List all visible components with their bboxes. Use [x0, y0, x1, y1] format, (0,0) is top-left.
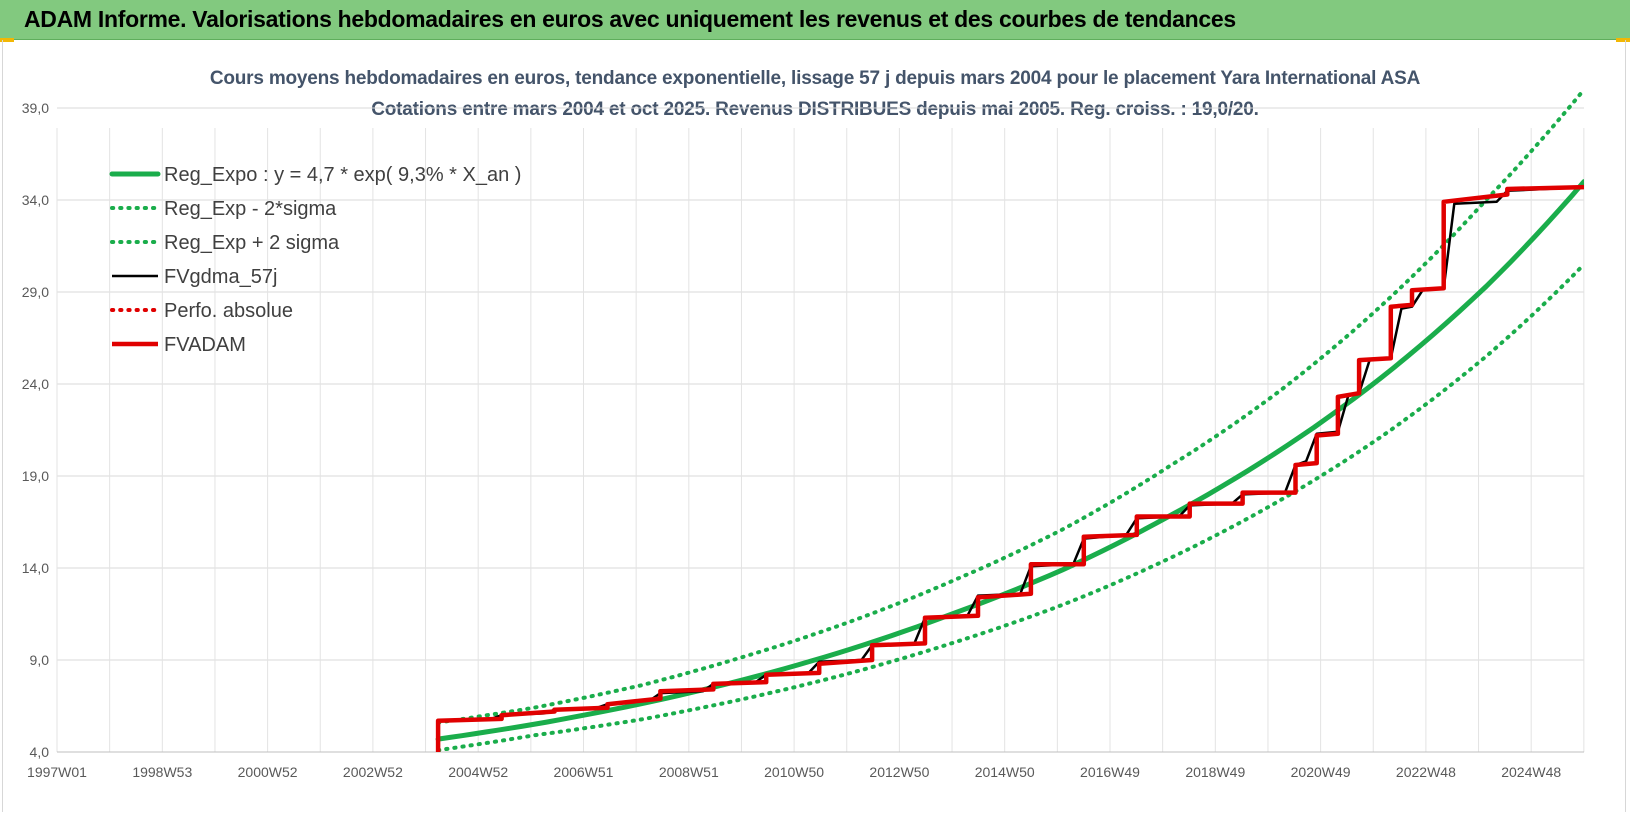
header-bar: ADAM Informe. Valorisations hebdomadaire…: [0, 0, 1630, 40]
y-tick-label: 19,0: [22, 468, 49, 484]
x-tick-label: 2010W50: [764, 764, 824, 780]
series-line-4: [438, 185, 1584, 722]
series-line-6: [435, 184, 1584, 752]
x-tick-label: 1997W01: [27, 764, 87, 780]
corner-marker-right: [1616, 38, 1630, 42]
corner-marker-left: [0, 38, 14, 42]
x-tick-label: 2022W48: [1396, 764, 1456, 780]
x-tick-label: 2024W48: [1501, 764, 1561, 780]
x-tick-label: 2018W49: [1185, 764, 1245, 780]
y-tick-label: 34,0: [22, 192, 49, 208]
y-tick-label: 9,0: [30, 652, 50, 668]
y-tick-label: 29,0: [22, 284, 49, 300]
y-tick-label: 14,0: [22, 560, 49, 576]
chart-title: Cours moyens hebdomadaires en euros, ten…: [209, 68, 1421, 89]
legend-label: Reg_Exp + 2 sigma: [164, 232, 340, 254]
y-tick-label: 24,0: [22, 376, 49, 392]
x-tick-label: 1998W53: [132, 764, 192, 780]
legend-label: FVADAM: [164, 334, 246, 356]
series-line-3: [436, 92, 1584, 725]
chart-subtitle: Cotations entre mars 2004 et oct 2025. R…: [371, 99, 1259, 120]
x-tick-label: 2002W52: [343, 764, 403, 780]
y-tick-label: 39,0: [22, 100, 49, 116]
series-line-1: [435, 179, 1584, 742]
x-tick-label: 2004W52: [448, 764, 508, 780]
x-tick-label: 2008W51: [659, 764, 719, 780]
page-title: ADAM Informe. Valorisations hebdomadaire…: [24, 6, 1236, 32]
legend-label: FVgdma_57j: [164, 266, 277, 288]
x-tick-label: 2012W50: [869, 764, 929, 780]
x-tick-label: 2006W51: [554, 764, 614, 780]
chart-frame: [2, 40, 1626, 812]
x-tick-label: 2000W52: [238, 764, 298, 780]
x-tick-label: 2020W49: [1291, 764, 1351, 780]
legend-label: Reg_Expo : y = 4,7 * exp( 9,3% * X_an ): [164, 164, 521, 186]
y-tick-label: 4,0: [30, 744, 50, 760]
legend-label: Perfo. absolue: [164, 300, 293, 322]
x-tick-label: 2016W49: [1080, 764, 1140, 780]
series-line-2: [436, 262, 1584, 752]
legend-label: Reg_Exp - 2*sigma: [164, 198, 337, 220]
x-tick-label: 2014W50: [975, 764, 1035, 780]
